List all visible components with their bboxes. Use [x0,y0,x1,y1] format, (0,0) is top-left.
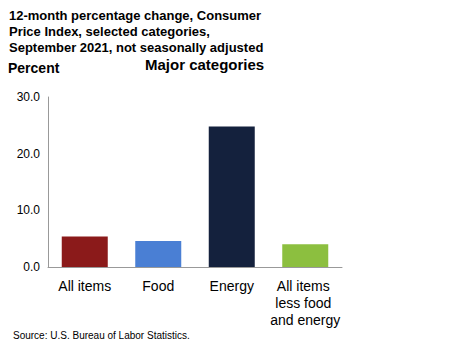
svg-text:and energy: and energy [270,312,340,328]
svg-text:30.0: 30.0 [17,90,41,104]
svg-text:Source: U.S. Bureau of Labor S: Source: U.S. Bureau of Labor Statistics. [13,330,190,341]
svg-text:Price Index, selected categori: Price Index, selected categories, [9,24,214,39]
svg-text:0.0: 0.0 [23,260,40,274]
svg-text:All items: All items [58,278,111,294]
svg-text:Major categories: Major categories [145,56,264,73]
svg-text:20.0: 20.0 [17,147,41,161]
svg-text:September 2021, not seasonally: September 2021, not seasonally adjusted [9,40,263,55]
svg-text:Energy: Energy [210,278,254,294]
svg-text:Food: Food [142,278,174,294]
svg-text:All items: All items [277,278,334,294]
svg-text:Percent: Percent [8,60,60,76]
svg-text:10.0: 10.0 [17,203,41,217]
svg-text:less food: less food [275,295,335,311]
svg-text:12-month percentage change, Co: 12-month percentage change, Consumer [9,8,265,23]
